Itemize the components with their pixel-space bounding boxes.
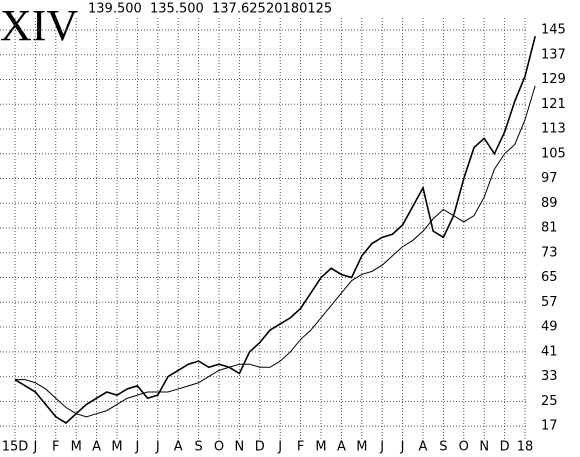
y-tick-label: 89 xyxy=(541,196,558,211)
header-value: 139.500 xyxy=(88,2,142,17)
x-tick-label: 18 xyxy=(517,440,534,455)
y-tick-label: 65 xyxy=(541,270,558,285)
x-tick-label: S xyxy=(194,440,202,455)
x-tick-label: O xyxy=(459,440,469,455)
x-tick-label: J xyxy=(134,440,139,455)
x-tick-label: A xyxy=(92,440,101,455)
x-tick-label: N xyxy=(479,440,489,455)
x-tick-label: J xyxy=(32,440,37,455)
y-tick-label: 81 xyxy=(541,221,558,236)
x-tick-label: J xyxy=(155,440,160,455)
x-tick-label: J xyxy=(277,440,282,455)
header-value: 20180125 xyxy=(266,2,332,17)
x-tick-label: A xyxy=(337,440,346,455)
x-tick-label: M xyxy=(315,440,326,455)
y-tick-label: 41 xyxy=(541,344,558,359)
x-tick-label: A xyxy=(174,440,183,455)
x-tick-label: 15D xyxy=(2,440,29,455)
y-tick-label: 49 xyxy=(541,320,558,335)
y-tick-label: 105 xyxy=(541,146,566,161)
x-tick-label: M xyxy=(111,440,122,455)
y-tick-label: 129 xyxy=(541,72,566,87)
x-tick-label: N xyxy=(235,440,245,455)
y-tick-label: 137 xyxy=(541,47,566,62)
header-value: 135.500 xyxy=(150,2,204,17)
y-tick-label: 57 xyxy=(541,295,558,310)
x-tick-label: S xyxy=(439,440,447,455)
x-tick-label: A xyxy=(419,440,428,455)
x-tick-label: J xyxy=(379,440,384,455)
y-tick-label: 145 xyxy=(541,23,566,38)
x-tick-label: M xyxy=(356,440,367,455)
chart-title: XIV xyxy=(0,1,78,50)
y-tick-label: 121 xyxy=(541,97,566,112)
x-tick-label: D xyxy=(255,440,265,455)
x-tick-label: M xyxy=(71,440,82,455)
y-tick-label: 113 xyxy=(541,122,566,137)
y-tick-label: 73 xyxy=(541,245,558,260)
price-line xyxy=(14,36,536,424)
x-tick-label: J xyxy=(400,440,405,455)
y-tick-label: 25 xyxy=(541,394,558,409)
header-value: 137.625 xyxy=(212,2,266,17)
x-tick-label: F xyxy=(52,440,59,455)
y-tick-label: 33 xyxy=(541,369,558,384)
x-tick-label: O xyxy=(214,440,224,455)
y-tick-label: 97 xyxy=(541,171,558,186)
y-tick-label: 17 xyxy=(541,419,558,434)
x-tick-label: F xyxy=(297,440,304,455)
moving-average-line xyxy=(15,85,536,418)
x-tick-label: D xyxy=(500,440,510,455)
